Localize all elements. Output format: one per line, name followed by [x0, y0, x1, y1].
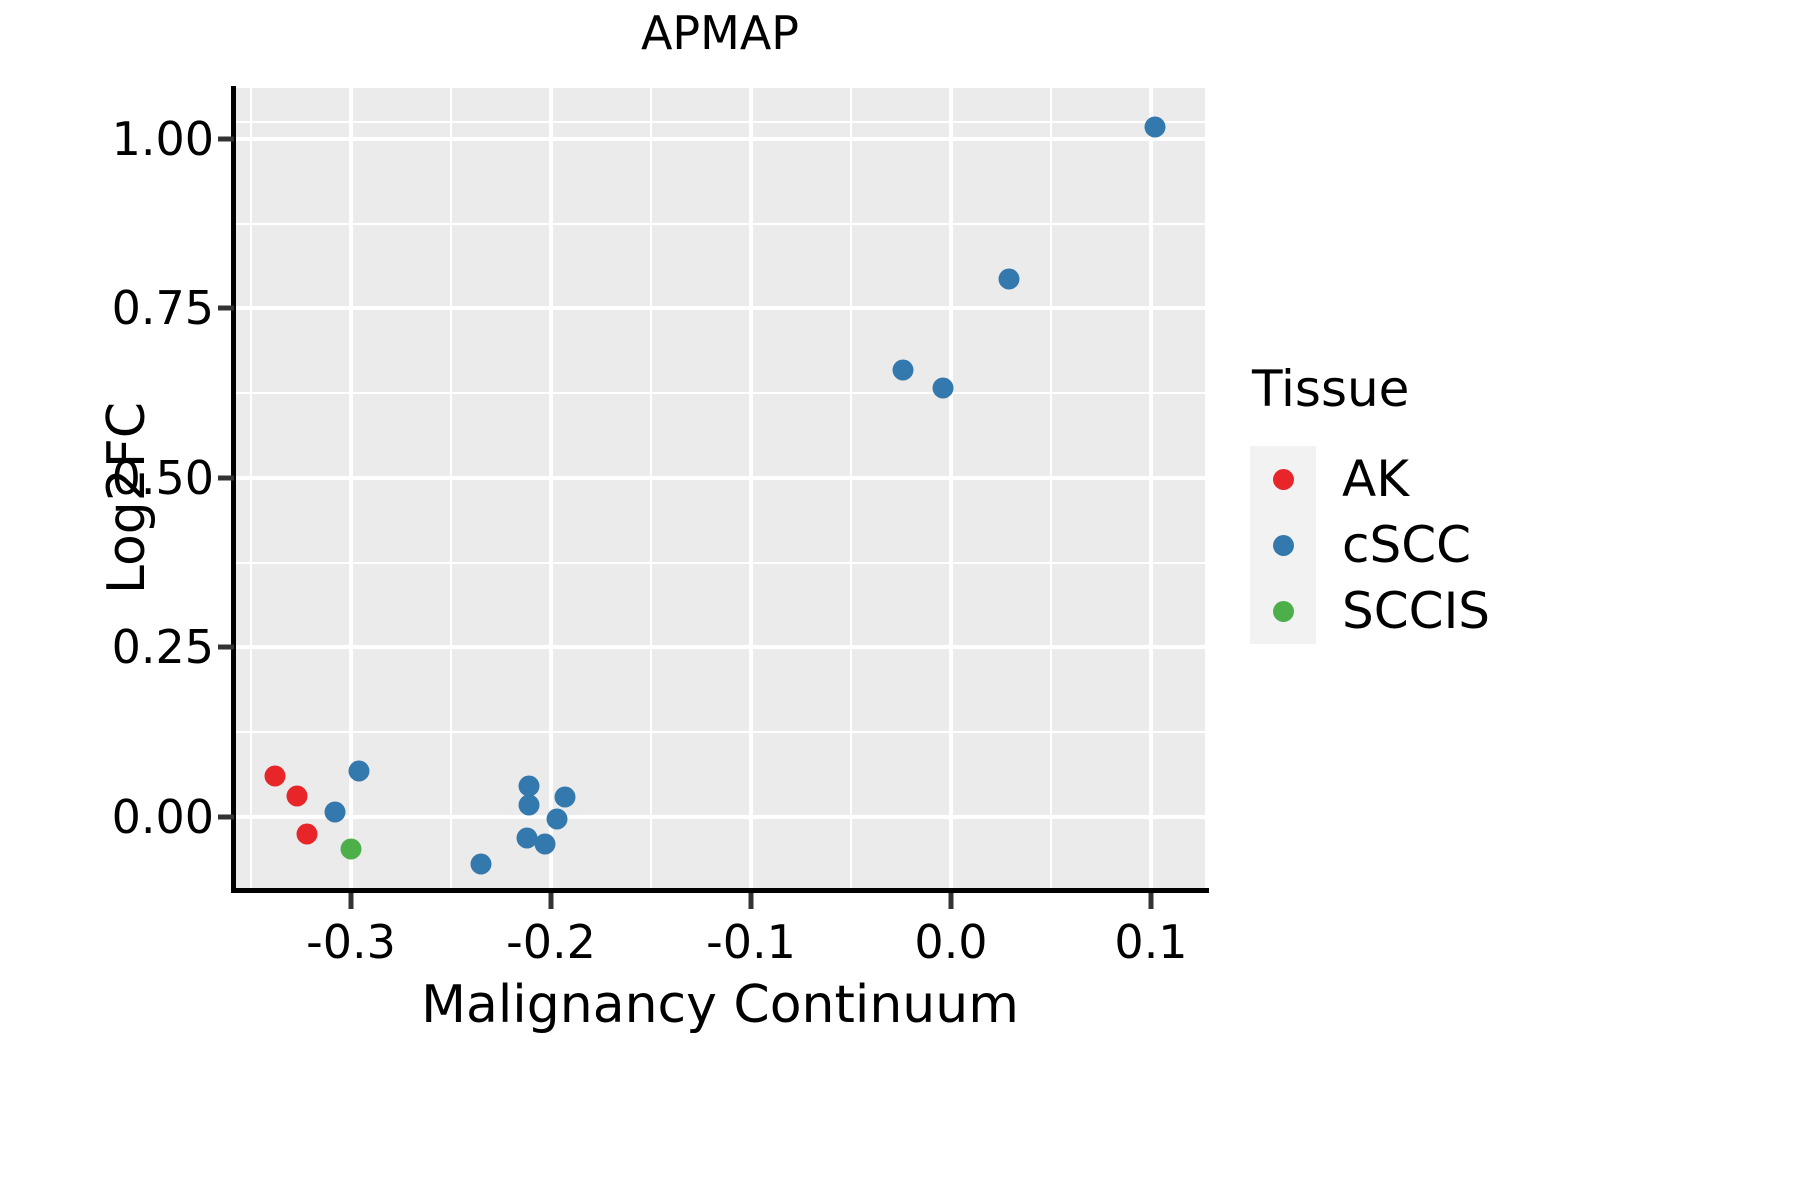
data-point-cscc [892, 359, 914, 381]
data-point-cscc [516, 827, 538, 849]
data-point-cscc [470, 853, 492, 875]
y-axis-tick-label: 0.00 [111, 789, 214, 844]
data-point-cscc [518, 775, 540, 797]
legend-items: AK cSCC SCCIS [1250, 446, 1700, 644]
data-point-cscc [998, 268, 1020, 290]
x-axis-tick-label: -0.3 [306, 915, 396, 969]
legend-item-cscc[interactable]: cSCC [1250, 512, 1700, 578]
gridline-minor-vertical [250, 88, 252, 888]
legend-item-sccis[interactable]: SCCIS [1250, 578, 1700, 644]
y-axis-tick [218, 475, 234, 481]
data-point-cscc [932, 377, 954, 399]
y-axis-title: Log2FC [97, 401, 157, 595]
data-point-cscc [1144, 116, 1166, 138]
legend-title: Tissue [1252, 360, 1410, 418]
x-axis-tick [348, 893, 354, 909]
gridline-minor-vertical [850, 88, 852, 888]
legend-dot-icon [1272, 468, 1294, 490]
gridline-minor-horizontal [235, 731, 1205, 734]
legend-item-label: cSCC [1342, 516, 1472, 574]
y-axis-tick [218, 136, 234, 142]
legend: Tissue AK cSCC SCCIS [1250, 360, 1700, 644]
x-axis-tick [1148, 893, 1154, 909]
gridline-major-horizontal [235, 814, 1205, 819]
y-axis-tick-label: 0.50 [111, 450, 214, 505]
legend-key [1250, 578, 1316, 644]
gridline-minor-horizontal [235, 392, 1205, 395]
legend-item-label: SCCIS [1342, 582, 1491, 640]
data-point-ak [296, 823, 318, 845]
gridline-major-horizontal [235, 306, 1205, 311]
data-point-cscc [554, 786, 576, 808]
gridline-minor-horizontal [235, 120, 1205, 123]
x-axis-tick-label: -0.2 [506, 915, 596, 969]
legend-key [1250, 446, 1316, 512]
data-point-cscc [518, 794, 540, 816]
gridline-minor-vertical [450, 88, 452, 888]
x-axis-line [231, 888, 1209, 893]
y-axis-tick-label: 0.25 [111, 620, 214, 675]
gridline-major-vertical [749, 88, 753, 888]
data-point-sccis [340, 838, 362, 860]
gridline-minor-horizontal [235, 561, 1205, 564]
legend-item-label: AK [1342, 450, 1409, 508]
legend-item-ak[interactable]: AK [1250, 446, 1700, 512]
y-axis-line [231, 86, 236, 892]
gridline-major-vertical [549, 88, 553, 888]
legend-key [1250, 512, 1316, 578]
data-point-cscc [324, 801, 346, 823]
legend-dot-icon [1272, 534, 1294, 556]
gridline-major-horizontal [235, 645, 1205, 650]
legend-dot-icon [1272, 600, 1294, 622]
data-point-ak [264, 765, 286, 787]
gridline-major-vertical [349, 88, 353, 888]
y-axis-tick [218, 644, 234, 650]
x-axis-tick [748, 893, 754, 909]
gridline-major-horizontal [235, 136, 1205, 141]
y-axis-tick [218, 305, 234, 311]
gridline-major-horizontal [235, 475, 1205, 480]
x-axis-tick [948, 893, 954, 909]
gridline-minor-vertical [650, 88, 652, 888]
data-point-cscc [534, 833, 556, 855]
plot-panel [235, 88, 1205, 888]
data-point-cscc [546, 808, 568, 830]
x-axis-tick-label: 0.1 [1114, 915, 1188, 969]
x-axis-tick [548, 893, 554, 909]
y-axis-tick [218, 814, 234, 820]
gridline-major-vertical [949, 88, 953, 888]
page-title: APMAP [640, 6, 800, 60]
x-axis-tick-label: -0.1 [706, 915, 796, 969]
data-point-ak [286, 785, 308, 807]
x-axis-title: Malignancy Continuum [421, 975, 1019, 1035]
y-axis-tick-label: 1.00 [111, 111, 214, 166]
x-axis-tick-label: 0.0 [914, 915, 988, 969]
gridline-major-vertical [1149, 88, 1153, 888]
gridline-minor-horizontal [235, 222, 1205, 225]
y-axis-tick-label: 0.75 [111, 281, 214, 336]
data-point-cscc [348, 760, 370, 782]
gridline-minor-vertical [1050, 88, 1052, 888]
